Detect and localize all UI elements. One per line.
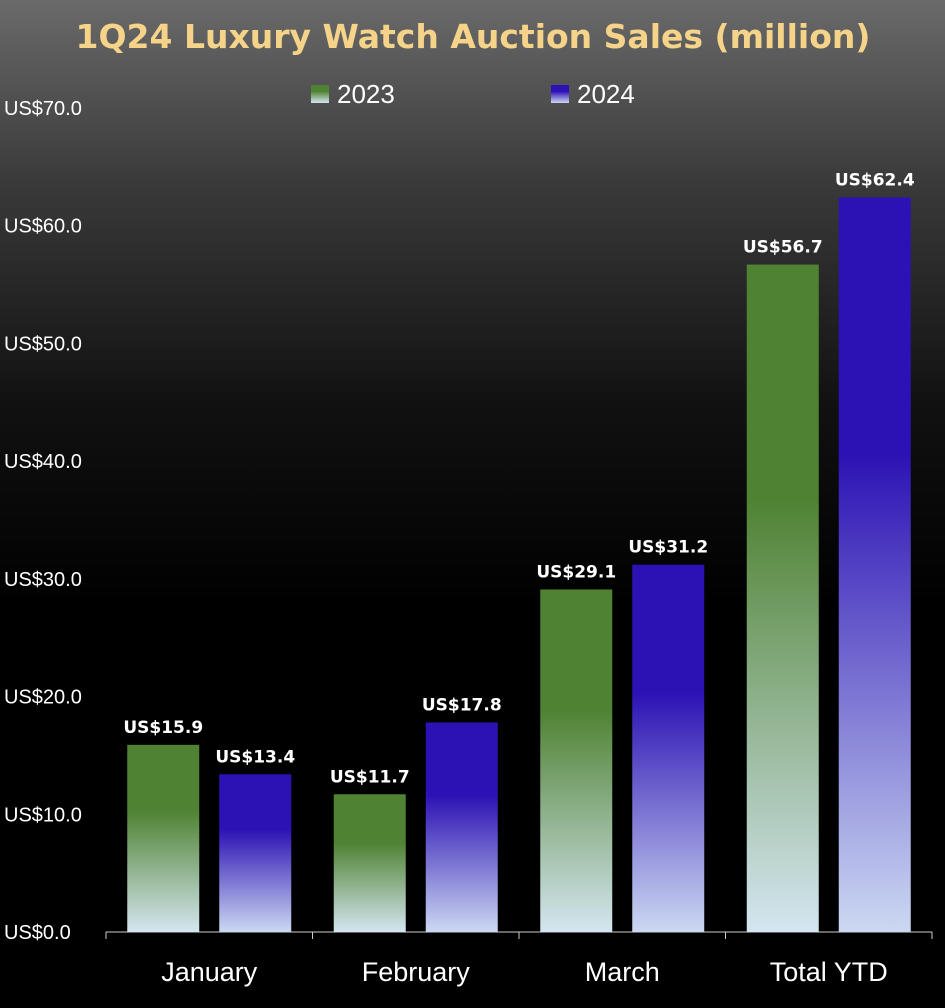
bar-value-label: US$56.7	[743, 238, 823, 258]
chart-title: 1Q24 Luxury Watch Auction Sales (million…	[76, 17, 871, 56]
bar-value-label: US$11.7	[330, 767, 410, 787]
bar-2023	[540, 589, 613, 932]
x-category-label: March	[585, 957, 660, 987]
legend: 2023 2024	[311, 79, 635, 109]
bars: US$15.9 US$11.7 US$29.1 US$56.7 US$13.4 US$17…	[123, 170, 915, 932]
bar-2024	[632, 564, 705, 932]
y-tick-label: US$30.0	[4, 569, 82, 591]
x-category-label: Total YTD	[770, 957, 888, 987]
bar-2023	[127, 744, 200, 932]
bar-value-label: US$29.1	[536, 562, 616, 582]
legend-swatch-2024	[551, 85, 569, 103]
y-tick-label: US$40.0	[4, 451, 82, 473]
y-tick-label: US$50.0	[4, 333, 82, 355]
y-tick-label: US$20.0	[4, 687, 82, 709]
y-tick-label: US$10.0	[4, 804, 82, 826]
bar-value-label: US$62.4	[835, 170, 915, 190]
y-tick-label: US$60.0	[4, 216, 82, 238]
legend-swatch-2023	[311, 85, 329, 103]
legend-label-2024: 2024	[577, 79, 635, 109]
bar-2023	[333, 794, 406, 932]
legend-label-2023: 2023	[337, 79, 395, 109]
x-category-label: February	[362, 957, 471, 987]
bar-value-label: US$15.9	[123, 718, 203, 738]
y-tick-label: US$70.0	[4, 98, 82, 120]
bar-value-label: US$13.4	[215, 747, 295, 767]
x-axis: January February March Total YTD	[105, 931, 933, 987]
bar-2024	[838, 197, 911, 932]
bar-2024	[219, 774, 292, 932]
bar-2023	[746, 264, 819, 932]
x-category-label: January	[161, 957, 258, 987]
bar-value-label: US$31.2	[628, 538, 708, 558]
bar-2024	[425, 722, 498, 932]
y-axis: US$0.0 US$10.0 US$20.0 US$30.0 US$40.0 US$50.…	[4, 98, 82, 944]
bar-value-label: US$17.8	[422, 695, 502, 715]
y-tick-label: US$0.0	[4, 922, 71, 944]
